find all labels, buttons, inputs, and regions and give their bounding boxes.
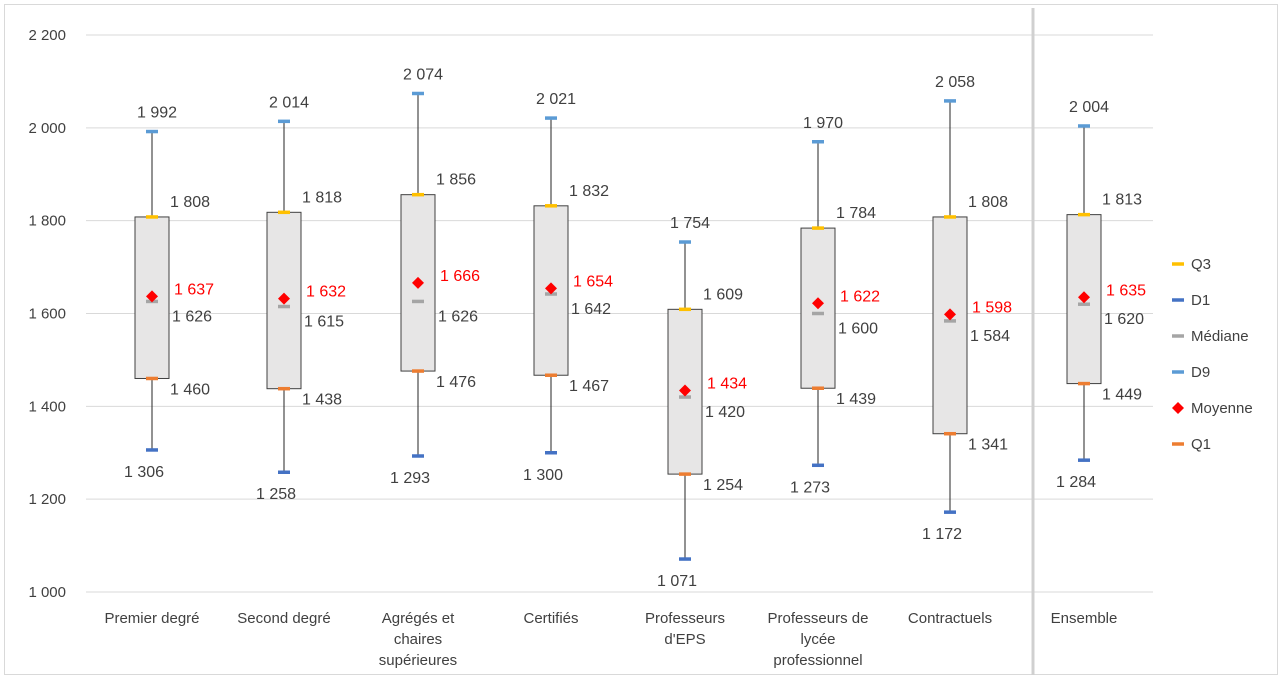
y-tick-label: 2 200 <box>28 27 66 44</box>
grid-lines <box>86 34 1153 593</box>
mean-label: 1 666 <box>440 268 480 285</box>
legend-label-mean: Moyenne <box>1191 400 1253 417</box>
y-tick-label: 1 000 <box>28 584 66 601</box>
d9-label: 1 992 <box>137 105 177 122</box>
d9-label: 1 754 <box>670 215 710 232</box>
d9-label: 2 074 <box>403 66 443 83</box>
x-category-label: Professeurs de <box>768 610 869 627</box>
x-category-label: supérieures <box>379 652 457 669</box>
mean-label: 1 632 <box>306 284 346 301</box>
q3-label: 1 808 <box>170 194 210 211</box>
y-tick-label: 1 200 <box>28 491 66 508</box>
legend-label-d9: D9 <box>1191 364 1210 381</box>
q3-label: 1 856 <box>436 172 476 189</box>
y-tick-label: 1 400 <box>28 398 66 415</box>
boxes <box>134 91 1102 561</box>
y-tick-label: 1 600 <box>28 306 66 323</box>
mean-label: 1 654 <box>573 273 613 290</box>
d1-label: 1 300 <box>523 467 563 484</box>
q1-label: 1 467 <box>569 378 609 395</box>
x-category-label: Premier degré <box>104 610 199 627</box>
d1-label: 1 258 <box>256 486 296 503</box>
mean-marker <box>278 292 290 305</box>
q1-label: 1 439 <box>836 391 876 408</box>
legend-label-median: Médiane <box>1191 328 1249 345</box>
x-category-label: Contractuels <box>908 610 992 627</box>
x-category-label: Second degré <box>237 610 330 627</box>
x-category-label: professionnel <box>773 652 862 669</box>
median-label: 1 600 <box>838 321 878 338</box>
d1-label: 1 071 <box>657 573 697 590</box>
mean-marker <box>1078 291 1090 304</box>
legend-label-q3: Q3 <box>1191 256 1211 273</box>
x-category-label: Certifiés <box>523 610 578 627</box>
d1-label: 1 293 <box>390 470 430 487</box>
d9-label: 2 058 <box>935 74 975 91</box>
median-label: 1 642 <box>571 301 611 318</box>
chart-frame <box>4 4 1278 675</box>
d1-label: 1 172 <box>922 526 962 543</box>
data-labels: 1 992 1 808 1 637 1 626 1 460 1 306 2 014 1 818… <box>124 66 1146 590</box>
median-label: 1 420 <box>705 404 745 421</box>
q3-label: 1 818 <box>302 189 342 206</box>
legend-label-d1: D1 <box>1191 292 1210 309</box>
legend-label-q1: Q1 <box>1191 436 1211 453</box>
legend-swatch-mean <box>1172 402 1184 414</box>
q1-label: 1 438 <box>302 392 342 409</box>
mean-marker <box>146 290 158 303</box>
iqr-box <box>932 216 968 435</box>
q1-label: 1 449 <box>1102 387 1142 404</box>
d9-label: 2 021 <box>536 91 576 108</box>
mean-label: 1 635 <box>1106 282 1146 299</box>
q1-label: 1 341 <box>968 437 1008 454</box>
mean-label: 1 434 <box>707 376 747 393</box>
q1-label: 1 476 <box>436 374 476 391</box>
y-tick-label: 1 800 <box>28 213 66 230</box>
mean-label: 1 622 <box>840 288 880 305</box>
d1-label: 1 306 <box>124 464 164 481</box>
median-label: 1 584 <box>970 328 1010 345</box>
mean-marker <box>679 384 691 397</box>
mean-marker <box>812 297 824 310</box>
d9-label: 2 004 <box>1069 99 1109 116</box>
x-category-label: lycée <box>800 631 835 648</box>
y-axis: 1 000 1 200 1 400 1 600 1 800 2 000 2 200 <box>28 27 66 601</box>
median-label: 1 615 <box>304 314 344 331</box>
q1-label: 1 460 <box>170 381 210 398</box>
legend: Q3 D1 Médiane D9 Moyenne Q1 <box>1172 256 1253 453</box>
x-category-label: Professeurs <box>645 610 725 627</box>
mean-marker <box>412 276 424 289</box>
median-label: 1 626 <box>172 308 212 325</box>
mean-label: 1 598 <box>972 299 1012 316</box>
q1-label: 1 254 <box>703 477 743 494</box>
d1-label: 1 273 <box>790 479 830 496</box>
d1-label: 1 284 <box>1056 474 1096 491</box>
mean-marker <box>545 282 557 295</box>
q3-label: 1 813 <box>1102 192 1142 209</box>
x-category-label: Agrégés et <box>382 610 455 627</box>
q3-label: 1 609 <box>703 286 743 303</box>
x-category-label: Ensemble <box>1051 610 1118 627</box>
mean-label: 1 637 <box>174 281 214 298</box>
mean-marker <box>944 308 956 321</box>
x-axis-labels: Premier degré Second degré Agrégés et chair… <box>104 610 1117 669</box>
median-label: 1 620 <box>1104 311 1144 328</box>
q3-label: 1 832 <box>569 183 609 200</box>
median-label: 1 626 <box>438 308 478 325</box>
d9-label: 1 970 <box>803 115 843 132</box>
q3-label: 1 808 <box>968 194 1008 211</box>
d9-label: 2 014 <box>269 94 309 111</box>
y-tick-label: 2 000 <box>28 120 66 137</box>
x-category-label: d'EPS <box>664 631 705 648</box>
q3-label: 1 784 <box>836 205 876 222</box>
x-category-label: chaires <box>394 631 442 648</box>
